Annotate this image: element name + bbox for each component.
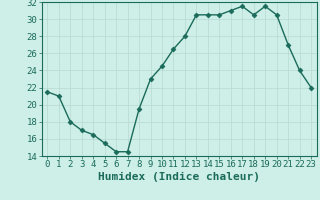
X-axis label: Humidex (Indice chaleur): Humidex (Indice chaleur)	[98, 172, 260, 182]
